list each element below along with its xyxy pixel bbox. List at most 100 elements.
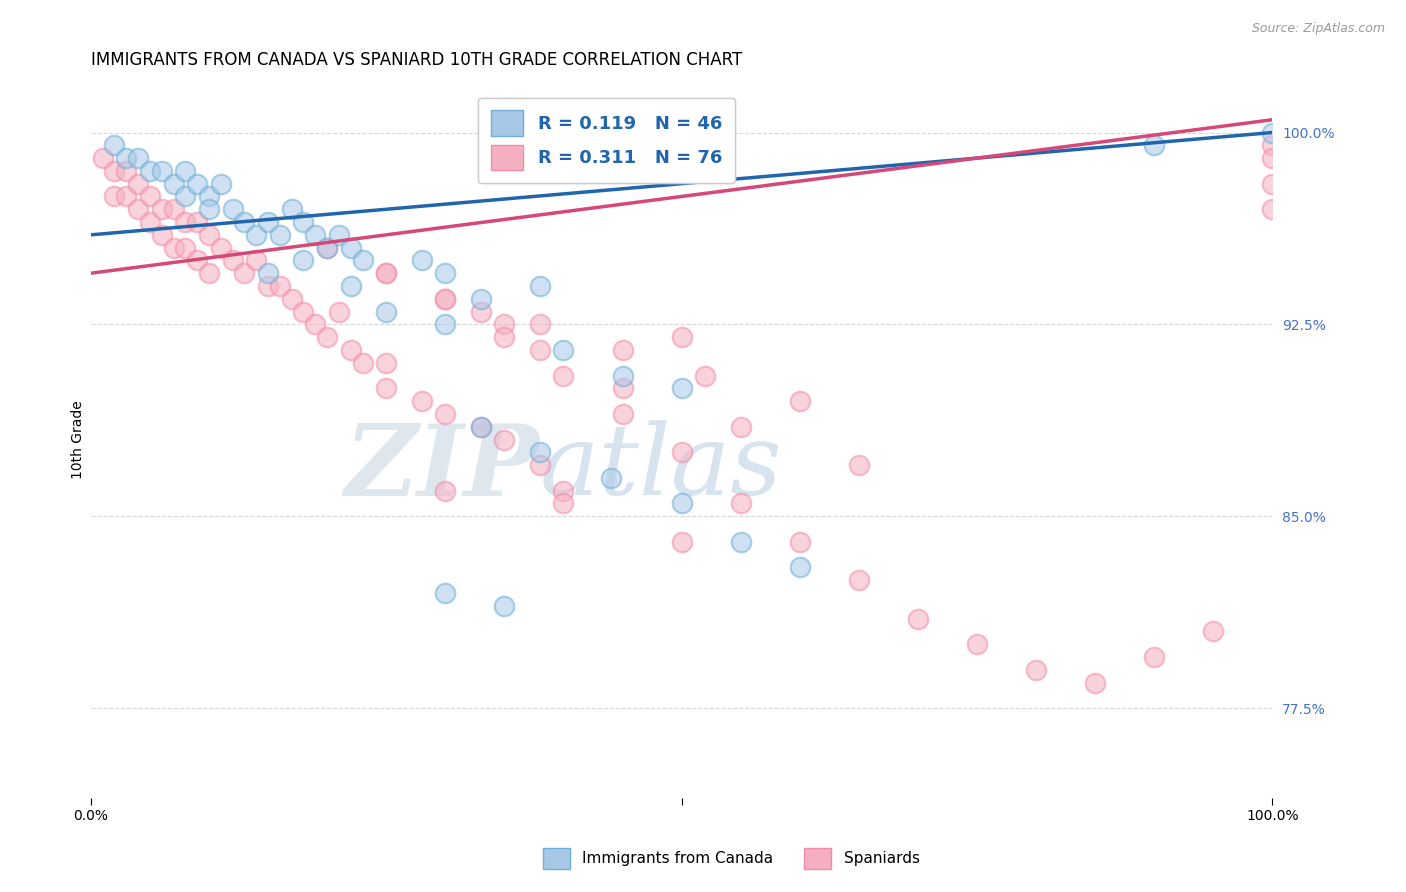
Point <box>245 253 267 268</box>
Point <box>352 253 374 268</box>
Point <box>470 292 492 306</box>
Point <box>1261 138 1284 153</box>
Point <box>553 343 575 357</box>
Point <box>162 202 184 217</box>
Point <box>339 241 361 255</box>
Point <box>162 177 184 191</box>
Point <box>127 202 149 217</box>
Point <box>1143 650 1166 665</box>
Point <box>434 292 457 306</box>
Point <box>257 266 280 280</box>
Point <box>339 279 361 293</box>
Point <box>470 419 492 434</box>
Point <box>494 433 516 447</box>
Point <box>221 253 243 268</box>
Point <box>257 215 280 229</box>
Point <box>352 356 374 370</box>
Point <box>434 318 457 332</box>
Point <box>186 253 208 268</box>
Text: Source: ZipAtlas.com: Source: ZipAtlas.com <box>1251 22 1385 36</box>
Point <box>470 419 492 434</box>
Point <box>695 368 717 383</box>
Point <box>257 279 280 293</box>
Point <box>612 407 634 421</box>
Point <box>174 189 197 203</box>
Point <box>529 458 551 472</box>
Point <box>1202 624 1225 639</box>
Point <box>150 227 173 242</box>
Point <box>316 330 339 344</box>
Point <box>907 611 929 625</box>
Point <box>316 241 339 255</box>
Point <box>612 381 634 395</box>
Point <box>269 279 291 293</box>
Point <box>174 241 197 255</box>
Point <box>470 304 492 318</box>
Text: atlas: atlas <box>540 420 783 516</box>
Point <box>434 586 457 600</box>
Point <box>375 356 398 370</box>
Point <box>198 266 221 280</box>
Point <box>162 241 184 255</box>
Point <box>671 534 693 549</box>
Point <box>91 151 114 165</box>
Point <box>375 266 398 280</box>
Point <box>375 266 398 280</box>
Point <box>434 407 457 421</box>
Point <box>1261 177 1284 191</box>
Point <box>1261 126 1284 140</box>
Point <box>789 534 811 549</box>
Point <box>127 151 149 165</box>
Point <box>375 304 398 318</box>
Point <box>612 343 634 357</box>
Text: ZIP: ZIP <box>344 420 540 516</box>
Point <box>494 599 516 613</box>
Text: IMMIGRANTS FROM CANADA VS SPANIARD 10TH GRADE CORRELATION CHART: IMMIGRANTS FROM CANADA VS SPANIARD 10TH … <box>91 51 742 69</box>
Point <box>599 471 621 485</box>
Point <box>198 189 221 203</box>
Point <box>115 151 138 165</box>
Point <box>150 164 173 178</box>
Point <box>529 343 551 357</box>
Point <box>245 227 267 242</box>
Point <box>186 177 208 191</box>
Point <box>671 381 693 395</box>
Point <box>671 496 693 510</box>
Point <box>139 164 162 178</box>
Point <box>375 381 398 395</box>
Point <box>434 292 457 306</box>
Point <box>529 318 551 332</box>
Point <box>186 215 208 229</box>
Point <box>304 318 326 332</box>
Point <box>209 241 232 255</box>
Point <box>316 241 339 255</box>
Point <box>115 189 138 203</box>
Point <box>304 227 326 242</box>
Point <box>292 253 315 268</box>
Point <box>553 368 575 383</box>
Point <box>1143 138 1166 153</box>
Legend: R = 0.119   N = 46, R = 0.311   N = 76: R = 0.119 N = 46, R = 0.311 N = 76 <box>478 97 734 183</box>
Y-axis label: 10th Grade: 10th Grade <box>72 401 86 479</box>
Point <box>115 164 138 178</box>
Point <box>848 573 870 587</box>
Point <box>339 343 361 357</box>
Point <box>292 304 315 318</box>
Point <box>198 202 221 217</box>
Point <box>494 330 516 344</box>
Point <box>411 253 433 268</box>
Point <box>411 394 433 409</box>
Point <box>848 458 870 472</box>
Point <box>1261 151 1284 165</box>
Point <box>233 266 256 280</box>
Point <box>209 177 232 191</box>
Point <box>789 394 811 409</box>
Point <box>529 279 551 293</box>
Point <box>127 177 149 191</box>
Point <box>150 202 173 217</box>
Point <box>671 445 693 459</box>
Point <box>174 215 197 229</box>
Point <box>1261 202 1284 217</box>
Point <box>966 637 988 651</box>
Point <box>730 534 752 549</box>
